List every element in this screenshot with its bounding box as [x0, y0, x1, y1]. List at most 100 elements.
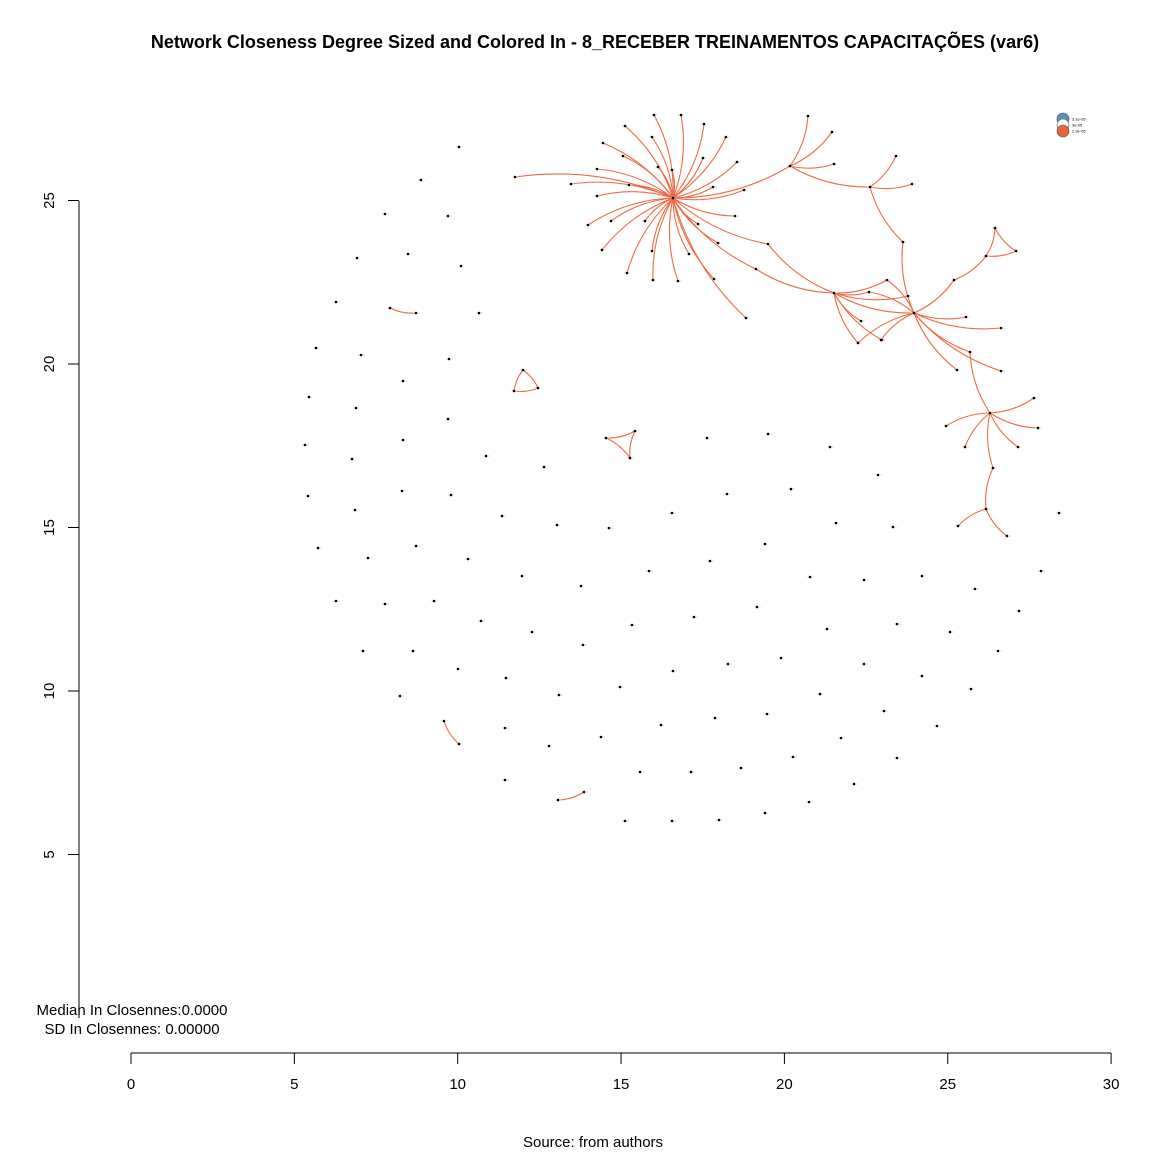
network-node: [442, 719, 446, 723]
network-node: [479, 619, 483, 623]
network-node: [956, 524, 960, 528]
network-edge: [833, 279, 888, 294]
network-node: [477, 311, 481, 315]
network-node: [569, 182, 573, 186]
network-node: [555, 523, 559, 527]
network-edge: [570, 181, 674, 199]
network-node: [446, 417, 450, 421]
network-edge: [913, 279, 955, 314]
network-node: [901, 240, 905, 244]
network-node: [314, 346, 318, 350]
network-node: [696, 222, 700, 226]
network-edge: [789, 115, 809, 167]
network-node: [414, 544, 418, 548]
network-node: [733, 214, 737, 218]
network-node: [500, 514, 504, 518]
network-node: [1005, 534, 1009, 538]
network-edge: [913, 312, 1002, 372]
x-tick-label: 15: [613, 1076, 630, 1093]
chart-title: Network Closeness Degree Sized and Color…: [151, 31, 1039, 52]
network-edge: [994, 227, 1017, 252]
network-node: [1057, 511, 1061, 515]
network-node: [754, 267, 758, 271]
network-node: [447, 357, 451, 361]
network-edge: [522, 369, 539, 389]
network-node: [652, 113, 656, 117]
network-edge: [668, 197, 679, 282]
network-node: [852, 782, 856, 786]
network-node: [579, 584, 583, 588]
network-node: [711, 185, 715, 189]
network-node: [599, 735, 603, 739]
network-node: [353, 508, 357, 512]
network-node: [839, 736, 843, 740]
network-node: [503, 726, 507, 730]
network-node: [716, 241, 720, 245]
legend-swatch: [1056, 124, 1070, 138]
network-node: [856, 341, 860, 345]
network-node: [862, 662, 866, 666]
x-tick-label: 0: [127, 1076, 135, 1093]
network-node: [388, 306, 392, 310]
network-node: [601, 141, 605, 145]
network-edge: [622, 155, 674, 199]
network-edge: [985, 250, 1017, 257]
y-tick-label: 25: [41, 192, 58, 209]
network-edge: [657, 166, 674, 199]
network-node: [702, 122, 706, 126]
network-node: [789, 487, 793, 491]
x-tick-label: 10: [449, 1076, 466, 1093]
network-edge: [513, 369, 524, 392]
network-node: [984, 507, 988, 511]
network-edge: [651, 136, 674, 199]
network-node: [307, 395, 311, 399]
network-node: [618, 685, 622, 689]
network-node: [400, 489, 404, 493]
network-edge: [789, 165, 871, 188]
network-node: [882, 709, 886, 713]
network-node: [791, 755, 795, 759]
network-edge: [605, 437, 631, 459]
y-tick-label: 20: [41, 356, 58, 373]
network-edge: [989, 412, 1039, 429]
network-edge: [833, 292, 862, 322]
network-node: [935, 724, 939, 728]
network-node: [993, 226, 997, 230]
network-node: [604, 436, 608, 440]
network-node: [457, 742, 461, 746]
network-edge: [869, 186, 904, 243]
network-node: [581, 643, 585, 647]
network-node: [879, 338, 883, 342]
network-nodes: [302, 113, 1063, 823]
network-edge: [514, 173, 674, 199]
network-edge: [596, 168, 674, 199]
network-edge: [672, 114, 685, 199]
network-edge: [868, 291, 915, 314]
network-edge: [953, 255, 987, 281]
network-node: [912, 311, 916, 315]
network-edge: [833, 292, 859, 344]
network-node: [806, 114, 810, 118]
network-node: [625, 271, 629, 275]
network-edge: [672, 161, 738, 199]
network-node: [832, 162, 836, 166]
network-node: [708, 559, 712, 563]
network-node: [862, 578, 866, 582]
network-node: [742, 188, 746, 192]
network-node: [906, 294, 910, 298]
network-edge: [969, 351, 991, 414]
network-edge: [767, 243, 835, 294]
network-node: [828, 445, 832, 449]
network-node: [952, 278, 956, 282]
network-node: [621, 154, 625, 158]
y-axis: 5 10 15 20 25: [41, 192, 80, 1018]
network-edge: [672, 197, 769, 245]
network-edge: [671, 169, 676, 199]
network-node: [963, 445, 967, 449]
network-node: [334, 599, 338, 603]
network-node: [991, 466, 995, 470]
network-edge: [672, 197, 715, 280]
network-node: [1014, 249, 1018, 253]
network-node: [647, 569, 651, 573]
network-node: [984, 254, 988, 258]
